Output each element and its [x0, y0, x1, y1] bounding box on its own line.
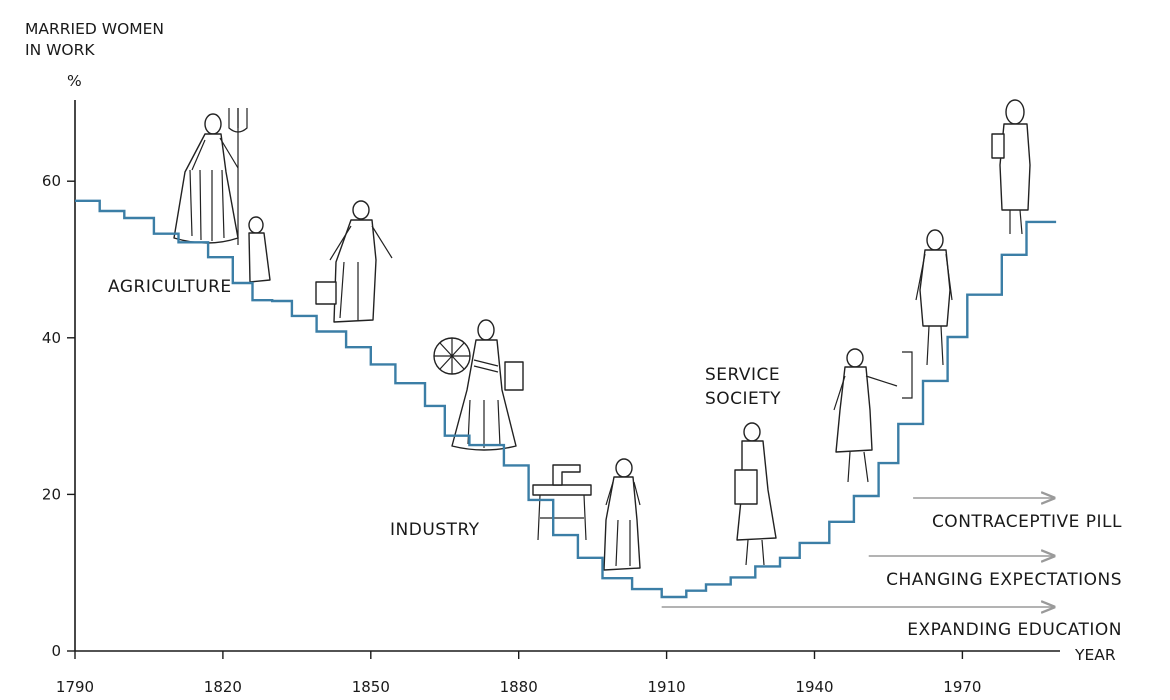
- y-tick-label: 40: [42, 329, 61, 347]
- illustration-woman-with-handbag: [991, 99, 1031, 235]
- illustration-woman-at-spinning-wheel: [433, 319, 524, 451]
- annotation-agriculture: AGRICULTURE: [108, 277, 232, 297]
- annotation-industry: INDUSTRY: [390, 520, 480, 540]
- x-tick-label: 1880: [500, 678, 538, 696]
- illustration-woman-with-folder: [734, 422, 777, 566]
- annotation-service-line-2: SOCIETY: [705, 389, 781, 409]
- driver-arrows: CONTRACEPTIVE PILL CHANGING EXPECTATIONS E…: [661, 498, 1122, 640]
- y-tick-label: 0: [51, 642, 61, 660]
- y-tick-label: 60: [42, 172, 61, 190]
- axis-ticks: 1790 1820 1850 1880 1910 1940 1970 0 20 40 60: [42, 172, 982, 696]
- x-tick-label: 1820: [204, 678, 242, 696]
- x-tick-label: 1970: [943, 678, 981, 696]
- illustration-woman-with-bucket: [315, 200, 393, 323]
- x-tick-label: 1850: [352, 678, 390, 696]
- y-axis-title-line-1: MARRIED WOMEN: [25, 20, 164, 38]
- y-axis-unit: %: [67, 72, 82, 90]
- x-axis-title: YEAR: [1074, 646, 1116, 664]
- y-tick-label: 20: [42, 485, 61, 503]
- illustration-woman-in-suit: [915, 229, 953, 366]
- x-tick-label: 1910: [648, 678, 686, 696]
- x-tick-label: 1940: [795, 678, 833, 696]
- driver-arrow-label: CHANGING EXPECTATIONS: [886, 570, 1122, 590]
- illustration-woman-with-sewing-machine: [532, 458, 641, 571]
- y-axis-title-line-2: IN WORK: [25, 41, 95, 59]
- x-tick-label: 1790: [56, 678, 94, 696]
- illustration-woman-at-chart-board: [833, 348, 913, 483]
- annotation-service-line-1: SERVICE: [705, 365, 780, 385]
- illustration-farm-woman-with-pitchfork: [173, 108, 271, 283]
- driver-arrow-label: CONTRACEPTIVE PILL: [932, 512, 1122, 532]
- series-line: [75, 199, 1057, 599]
- driver-arrow-label: EXPANDING EDUCATION: [907, 620, 1122, 640]
